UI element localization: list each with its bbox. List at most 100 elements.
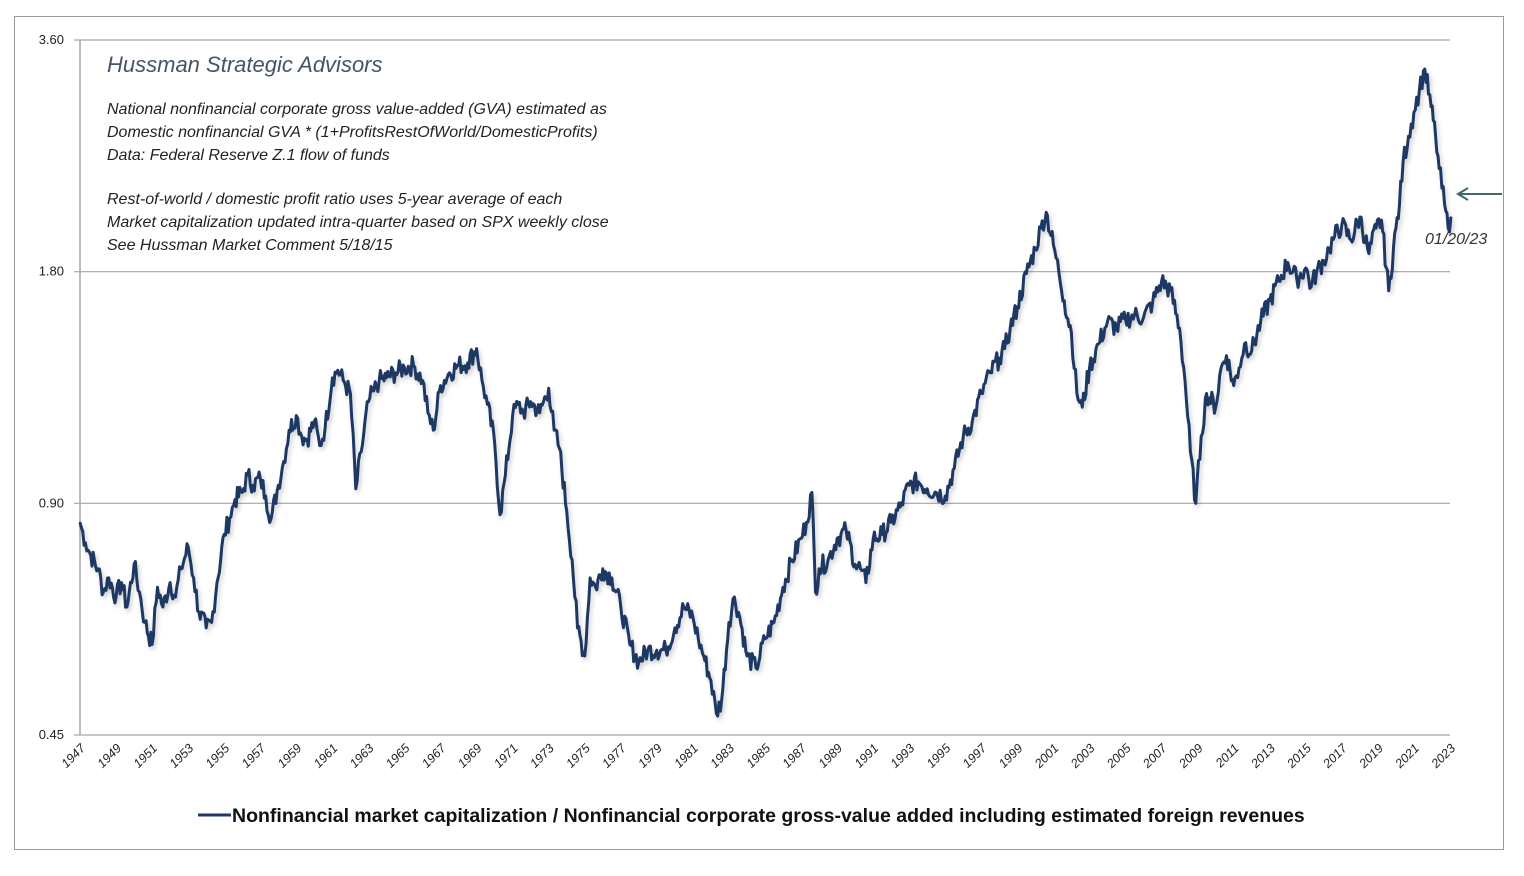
data-point <box>881 533 883 536</box>
data-point <box>511 414 514 417</box>
data-point <box>558 447 561 450</box>
x-tick-label: 1995 <box>924 741 954 771</box>
data-point <box>665 649 667 651</box>
data-point <box>97 567 99 570</box>
data-point <box>1189 451 1192 453</box>
annotation-line: See Hussman Market Comment 5/18/15 <box>107 237 393 254</box>
data-point <box>156 586 159 589</box>
data-point <box>917 480 920 483</box>
data-point <box>1402 161 1404 163</box>
data-point <box>1434 135 1437 137</box>
x-tick-label: 1965 <box>383 741 413 771</box>
x-tick-label: 1987 <box>780 740 810 770</box>
data-point <box>427 412 429 414</box>
legend: Nonfinancial market capitalization / Non… <box>198 805 1305 827</box>
data-point <box>1025 272 1028 275</box>
data-point <box>457 364 460 367</box>
data-point <box>553 429 555 432</box>
data-point <box>1003 347 1006 350</box>
data-point <box>1328 247 1331 250</box>
data-point <box>538 412 541 414</box>
x-tick-label: 1999 <box>996 741 1026 771</box>
legend-label: Nonfinancial market capitalization / Non… <box>232 805 1305 827</box>
data-point <box>746 655 748 657</box>
data-point <box>1115 327 1118 329</box>
data-point <box>1081 406 1084 408</box>
latest-marker: 01/20/23 <box>1425 187 1502 248</box>
data-point <box>412 364 415 367</box>
data-point <box>504 474 507 476</box>
data-point <box>854 563 856 566</box>
data-point <box>738 616 741 619</box>
data-point <box>108 577 110 579</box>
data-point <box>827 559 829 561</box>
data-point <box>180 567 182 570</box>
data-point <box>1151 301 1154 304</box>
data-point <box>547 387 550 390</box>
data-point <box>331 377 334 379</box>
annotation-line: National nonfinancial corporate gross va… <box>107 101 607 118</box>
data-point <box>1220 367 1222 369</box>
x-tick-label: 2015 <box>1284 741 1314 771</box>
data-point <box>277 484 280 487</box>
data-point <box>899 506 901 508</box>
data-point <box>1304 267 1307 269</box>
series-group <box>78 67 1453 718</box>
data-point <box>1232 384 1235 387</box>
data-point <box>378 379 381 382</box>
data-point <box>1243 343 1246 345</box>
data-point <box>1070 331 1073 334</box>
data-point <box>1052 244 1055 246</box>
data-point <box>962 435 965 438</box>
x-tick-label: 1985 <box>744 741 774 771</box>
data-point <box>198 611 200 613</box>
data-point <box>791 559 793 561</box>
data-point <box>318 444 321 447</box>
x-tick-label: 1975 <box>563 741 593 771</box>
data-point <box>773 621 775 624</box>
data-point <box>169 581 171 584</box>
data-point <box>728 621 730 624</box>
x-tick-label: 2013 <box>1248 741 1278 771</box>
data-point <box>385 377 388 379</box>
data-point <box>1375 227 1377 229</box>
data-point <box>349 392 352 395</box>
data-point <box>980 392 983 395</box>
data-point <box>1450 216 1452 218</box>
x-tick-label: 2019 <box>1356 741 1386 771</box>
data-point <box>674 627 676 629</box>
data-point <box>720 698 723 701</box>
data-point <box>859 567 862 570</box>
x-tick-label: 1979 <box>635 741 665 771</box>
data-point <box>481 379 483 382</box>
data-point <box>1250 350 1253 352</box>
data-point <box>1058 270 1060 273</box>
data-point <box>1295 278 1298 280</box>
x-tick-label: 2011 <box>1212 741 1242 771</box>
data-point <box>439 384 442 387</box>
x-tick-label: 1993 <box>888 741 918 771</box>
data-point <box>619 606 622 608</box>
data-point <box>1286 261 1289 264</box>
data-point <box>264 495 267 497</box>
data-point <box>517 403 519 406</box>
data-point <box>1106 320 1109 323</box>
gridlines <box>74 39 1450 736</box>
data-point <box>216 581 218 584</box>
arrow-head-icon <box>1456 187 1469 201</box>
data-point <box>805 521 808 524</box>
data-point <box>126 606 128 608</box>
data-point <box>133 563 135 566</box>
series-line <box>78 67 1453 718</box>
data-point <box>241 491 244 494</box>
data-point <box>313 420 316 423</box>
data-point <box>1133 314 1136 317</box>
data-point <box>306 438 308 441</box>
data-point <box>1225 354 1228 357</box>
data-point <box>90 554 92 557</box>
data-point <box>814 591 817 593</box>
data-point <box>583 655 586 657</box>
data-point <box>1418 89 1421 91</box>
chart-title: Hussman Strategic Advisors <box>107 52 383 77</box>
data-point <box>174 596 177 598</box>
